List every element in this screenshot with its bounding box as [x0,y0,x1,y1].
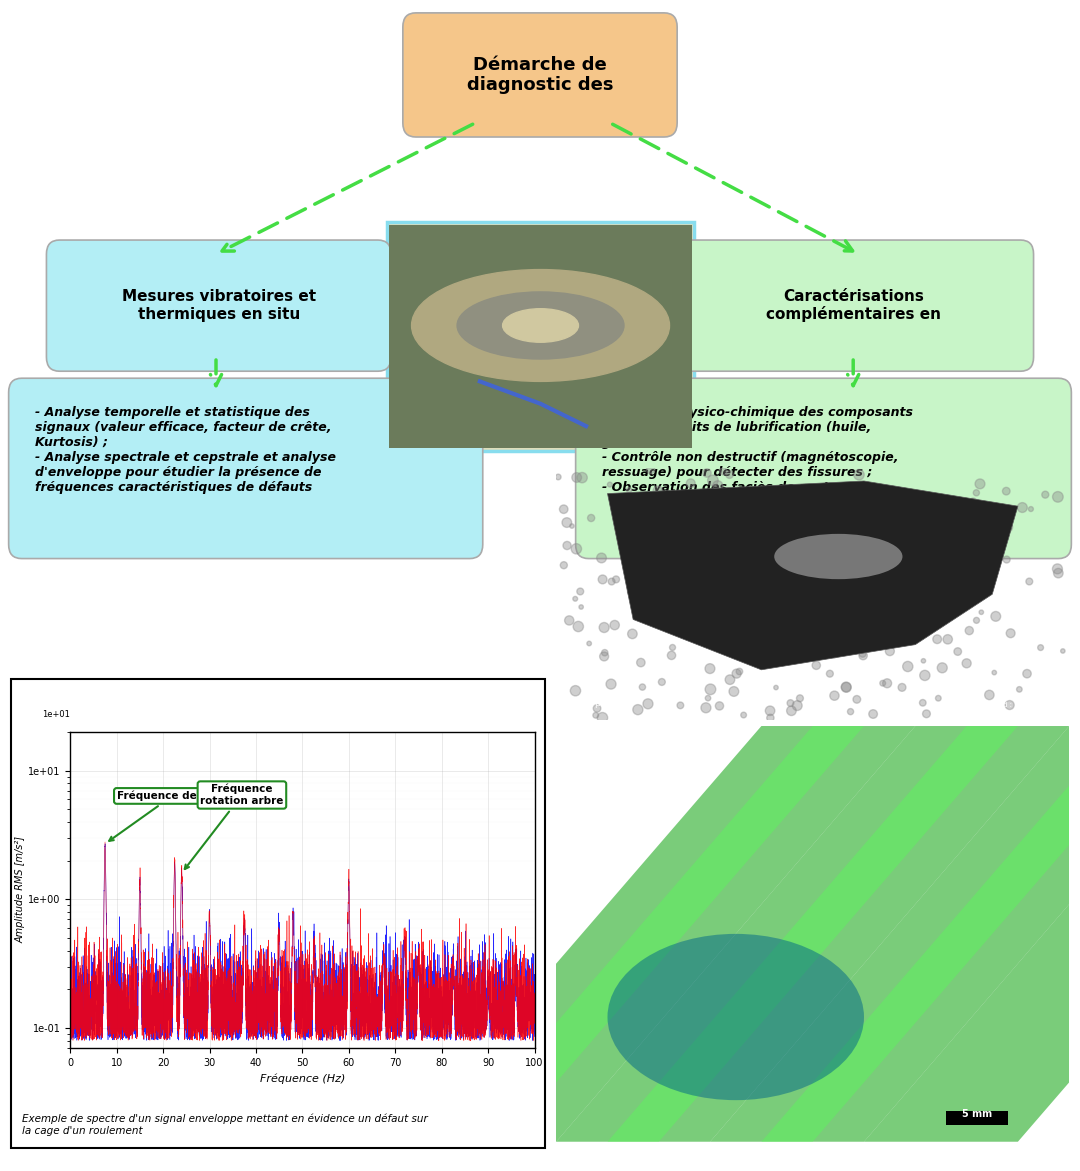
Text: 5 mm: 5 mm [962,1109,991,1118]
Polygon shape [711,726,1080,1142]
Polygon shape [454,726,864,1142]
Ellipse shape [411,269,670,382]
Text: - Analyse temporelle et statistique des
signaux (valeur efficace, facteur de crê: - Analyse temporelle et statistique des … [35,406,336,494]
Ellipse shape [607,934,864,1101]
Text: Mesures vibratoires et
thermiques en situ: Mesures vibratoires et thermiques en sit… [122,289,315,322]
FancyBboxPatch shape [576,378,1071,559]
Polygon shape [403,726,916,1142]
Ellipse shape [502,309,579,342]
FancyBboxPatch shape [673,240,1034,371]
X-axis label: Fréquence (Hz): Fréquence (Hz) [259,1074,346,1084]
Polygon shape [607,726,1018,1142]
FancyBboxPatch shape [403,13,677,137]
Ellipse shape [774,534,903,580]
FancyBboxPatch shape [9,378,483,559]
Polygon shape [864,726,1080,1142]
Y-axis label: Amplitude RMS [m/s²]: Amplitude RMS [m/s²] [15,836,25,944]
Polygon shape [607,481,1018,670]
Text: Fréquence
rotation arbre: Fréquence rotation arbre [185,783,284,869]
Polygon shape [761,726,1080,1142]
Text: 10 µm: 10 µm [582,699,608,707]
Text: Caractérisations
complémentaires en: Caractérisations complémentaires en [766,289,941,322]
Bar [946,1110,1008,1125]
FancyBboxPatch shape [46,240,391,371]
Polygon shape [556,726,1069,1142]
Text: Grand : 1.65 k X: Grand : 1.65 k X [986,701,1043,707]
Text: Démarche de
diagnostic des: Démarche de diagnostic des [467,55,613,95]
Text: 1e+01: 1e+01 [42,711,70,719]
FancyBboxPatch shape [387,222,694,451]
Ellipse shape [457,292,624,359]
Text: Exemple de spectre d'un signal enveloppe mettant en évidence un défaut sur
la ca: Exemple de spectre d'un signal enveloppe… [22,1114,428,1136]
Point [980,317,997,336]
Text: - Analyse physico-chimique des composants
et des produits de lubrification (huil: - Analyse physico-chimique des composant… [602,406,913,494]
Text: Fréquence de cage: Fréquence de cage [109,790,228,841]
